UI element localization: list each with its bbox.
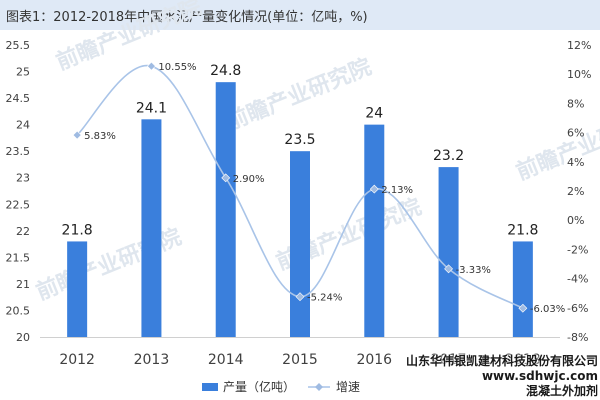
right-axis-tick-label: 6%	[567, 127, 584, 140]
bar	[215, 82, 236, 337]
legend-bar-swatch	[202, 383, 218, 391]
company-site: www.sdhwjc.com	[481, 369, 598, 383]
right-axis-tick-label: 12%	[567, 39, 591, 52]
x-axis-tick-label: 2013	[134, 352, 170, 368]
growth-value-label: 2.90%	[233, 174, 265, 185]
legend-line-marker	[315, 383, 323, 391]
x-axis: 2012 2013 2014 2015 2016 2017 2018	[40, 337, 560, 368]
bar-value-label: 24.1	[136, 100, 167, 116]
right-axis-tick-label: 10%	[567, 68, 591, 81]
right-axis: -8% -6% -4% -2% 0% 2% 4% 6% 8% 10% 12%	[567, 39, 591, 344]
bar-value-label: 24	[365, 106, 383, 122]
bar-value-label: 23.5	[284, 132, 315, 148]
growth-value-label: -3.33%	[456, 265, 491, 276]
x-axis-tick-label: 2015	[282, 352, 318, 368]
left-axis-tick-label: 24.5	[6, 92, 31, 105]
legend: 产量（亿吨） 增速	[202, 379, 360, 394]
right-axis-tick-label: 2%	[567, 185, 584, 198]
brand-watermark: 前瞻产业研究院	[223, 54, 376, 136]
bar	[438, 167, 459, 337]
growth-value-label: 5.83%	[84, 131, 116, 142]
growth-value-label: -6.03%	[530, 304, 565, 315]
left-axis-tick-label: 22	[16, 225, 30, 238]
growth-marker	[369, 184, 379, 194]
legend-bar-label: 产量（亿吨）	[223, 379, 295, 394]
bar	[67, 241, 88, 337]
x-axis-tick-label: 2018	[505, 352, 541, 368]
right-axis-tick-label: 4%	[567, 156, 584, 169]
growth-marker	[221, 173, 231, 183]
right-axis-tick-label: -8%	[567, 331, 588, 344]
left-axis-tick-label: 20	[16, 331, 30, 344]
growth-value-label: -5.24%	[307, 293, 342, 304]
x-axis-tick-label: 2014	[208, 352, 244, 368]
left-axis-tick-label: 21	[16, 278, 30, 291]
bar-value-label: 24.8	[210, 63, 241, 79]
bar	[364, 124, 385, 338]
bar-data-labels: 21.8 24.1 24.8 23.5 24 23.2 21.8	[62, 63, 539, 238]
brand-watermark: 前瞻产业研究院	[33, 224, 186, 306]
line-data-labels: 5.83% 10.55% 2.90% -5.24% 2.13% -3.33% -6.03%	[84, 62, 565, 315]
right-axis-tick-label: 8%	[567, 97, 584, 110]
growth-marker	[147, 61, 156, 71]
growth-marker	[518, 303, 528, 313]
bar-value-label: 21.8	[507, 222, 538, 238]
company-product: 混凝土外加剂	[525, 384, 598, 398]
right-axis-tick-label: -2%	[567, 243, 588, 256]
brand-watermark: 前瞻产业研究院	[513, 104, 600, 186]
bar-value-label: 21.8	[62, 222, 93, 238]
growth-value-label: 10.55%	[158, 62, 196, 73]
bar	[512, 241, 533, 337]
bar	[141, 119, 162, 337]
x-axis-tick-label: 2016	[356, 352, 392, 368]
left-axis-tick-label: 23	[16, 172, 30, 185]
left-axis-tick-label: 24	[16, 119, 30, 132]
growth-marker	[444, 264, 453, 274]
bar-value-label: 23.2	[433, 148, 464, 164]
growth-marker	[295, 292, 305, 302]
right-axis-tick-label: -6%	[567, 302, 588, 315]
line-series	[72, 61, 528, 313]
bar-series	[67, 82, 533, 338]
growth-marker	[72, 130, 82, 140]
legend-line-label: 增速	[336, 380, 360, 394]
right-axis-tick-label: -4%	[567, 273, 588, 286]
bar	[290, 151, 310, 337]
x-axis-tick-label: 2012	[59, 352, 95, 368]
chart-title: 图表1：2012-2018年中国水泥产量变化情况(单位：亿吨，%)	[6, 10, 368, 25]
company-name: 山东华伟银凯建材科技股份有限公司	[405, 354, 598, 368]
left-axis-tick-label: 22.5	[6, 198, 31, 211]
left-axis-tick-label: 21.5	[6, 251, 31, 264]
left-axis-tick-label: 23.5	[6, 145, 31, 158]
growth-value-label: 2.13%	[381, 185, 413, 196]
company-watermark: 山东华伟银凯建材科技股份有限公司 www.sdhwjc.com 混凝土外加剂	[406, 354, 598, 399]
right-axis-tick-label: 0%	[567, 214, 584, 227]
left-axis: 20 20.5 21 21.5 22 22.5 23 23.5 24 24.5 25 25.5	[6, 39, 31, 344]
left-axis-tick-label: 25	[16, 66, 30, 79]
title-band	[0, 0, 600, 30]
left-axis-tick-label: 25.5	[6, 39, 31, 52]
left-axis-tick-label: 20.5	[6, 304, 31, 317]
x-axis-tick-label: 2017	[431, 352, 467, 368]
